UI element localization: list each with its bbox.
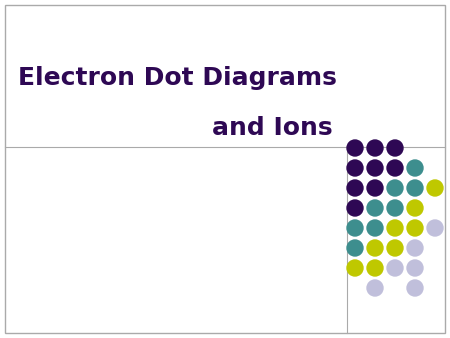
Circle shape [407, 160, 423, 176]
Circle shape [387, 140, 403, 156]
Circle shape [367, 280, 383, 296]
Circle shape [427, 220, 443, 236]
Circle shape [347, 240, 363, 256]
Circle shape [387, 160, 403, 176]
Circle shape [407, 220, 423, 236]
Text: Electron Dot Diagrams: Electron Dot Diagrams [18, 66, 337, 90]
Circle shape [367, 160, 383, 176]
Circle shape [347, 140, 363, 156]
Circle shape [407, 280, 423, 296]
Circle shape [387, 260, 403, 276]
Circle shape [387, 180, 403, 196]
Circle shape [407, 240, 423, 256]
Circle shape [367, 200, 383, 216]
Circle shape [347, 220, 363, 236]
Circle shape [407, 180, 423, 196]
Circle shape [347, 200, 363, 216]
Circle shape [407, 260, 423, 276]
Circle shape [427, 180, 443, 196]
Circle shape [407, 200, 423, 216]
Circle shape [387, 220, 403, 236]
Circle shape [387, 200, 403, 216]
Circle shape [367, 220, 383, 236]
Circle shape [367, 140, 383, 156]
Circle shape [347, 180, 363, 196]
Circle shape [367, 180, 383, 196]
Circle shape [387, 240, 403, 256]
Text: and Ions: and Ions [212, 116, 333, 141]
Circle shape [347, 260, 363, 276]
Circle shape [367, 240, 383, 256]
Circle shape [367, 260, 383, 276]
Circle shape [347, 160, 363, 176]
